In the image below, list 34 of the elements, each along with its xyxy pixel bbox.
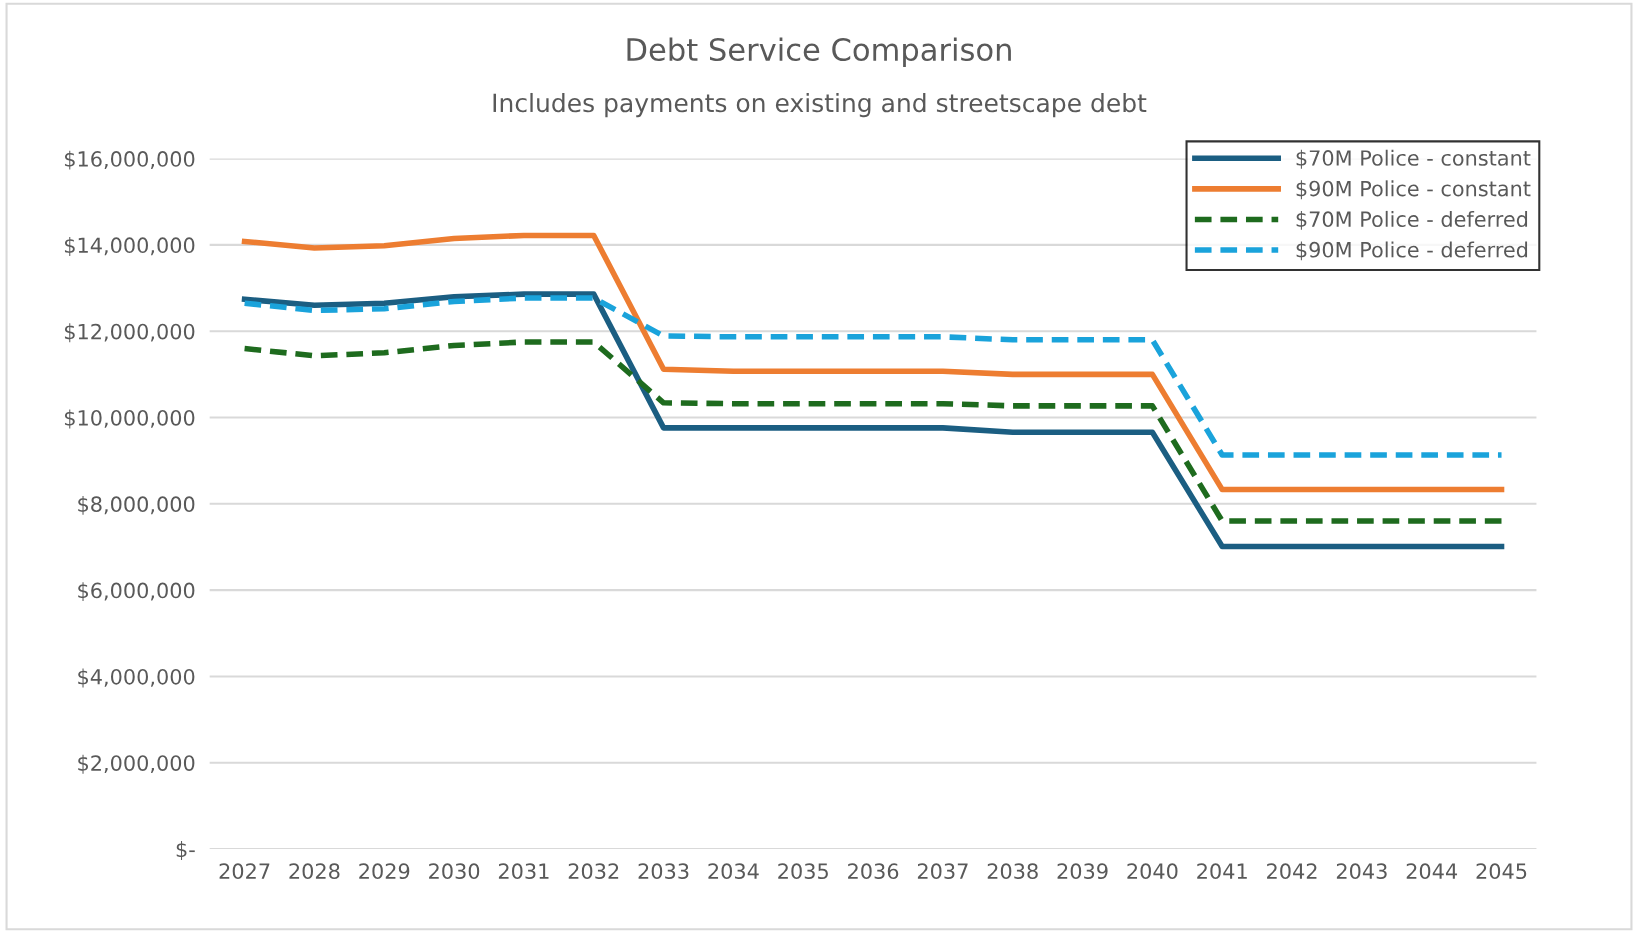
- x-tick-label: 2042: [1267, 863, 1317, 880]
- legend-label: $70M Police - constant: [1296, 149, 1531, 169]
- x-tick-label: 2035: [778, 863, 828, 880]
- chart-title: Debt Service Comparison: [627, 37, 1011, 67]
- y-tick-label: $4,000,000: [78, 668, 195, 688]
- y-tick-label: $10,000,000: [64, 409, 195, 429]
- y-tick-label: $12,000,000: [64, 323, 195, 343]
- x-tick-label: 2045: [1476, 863, 1527, 880]
- x-tick-label: 2032: [568, 863, 619, 880]
- legend-label: $90M Police - constant: [1296, 180, 1531, 200]
- x-tick-label: 2037: [917, 863, 968, 880]
- y-tick-label: $8,000,000: [78, 495, 195, 515]
- x-tick-label: 2029: [359, 863, 410, 880]
- x-tick-label: 2034: [708, 863, 759, 880]
- y-tick-label: $16,000,000: [64, 150, 195, 170]
- y-tick-label: $14,000,000: [64, 237, 195, 256]
- y-tick-label: $2,000,000: [78, 754, 195, 774]
- x-tick-label: 2044: [1406, 863, 1458, 880]
- y-tick-label: $6,000,000: [78, 582, 195, 602]
- x-tick-label: 2030: [429, 863, 480, 880]
- legend-label: $70M Police - deferred: [1296, 210, 1528, 230]
- chart-subtitle: Includes payments on existing and streetscape debt: [493, 92, 1147, 118]
- x-tick-label: 2038: [987, 863, 1038, 880]
- x-tick-label: 2033: [638, 863, 689, 880]
- x-tick-label: 2040: [1127, 863, 1178, 880]
- x-tick-label: 2031: [498, 863, 549, 880]
- legend-label: $90M Police - deferred: [1296, 241, 1528, 261]
- y-tick-label: $-: [176, 841, 195, 861]
- x-tick-label: 2036: [848, 863, 899, 880]
- x-tick-label: 2028: [289, 863, 340, 880]
- x-tick-label: 2043: [1336, 863, 1387, 880]
- x-tick-label: 2027: [219, 863, 270, 880]
- x-tick-label: 2039: [1057, 863, 1108, 880]
- x-tick-label: 2041: [1197, 863, 1247, 880]
